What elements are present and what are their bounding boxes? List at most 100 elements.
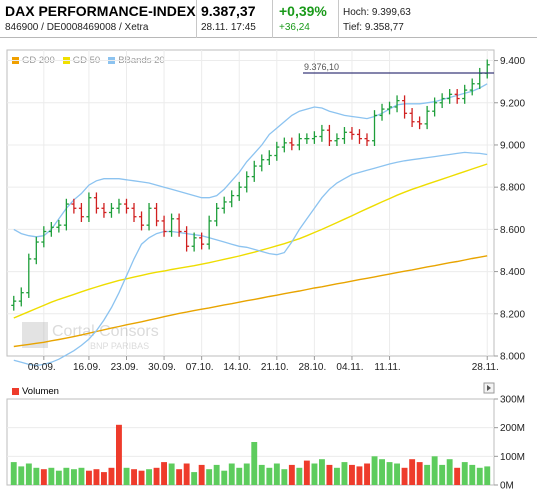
price-bar bbox=[356, 129, 362, 144]
price-y-axis: 9.400 9.200 9.000 8.800 8.600 8.400 8.200 8.000 bbox=[494, 56, 525, 363]
volume-bar bbox=[349, 464, 355, 485]
volume-bar bbox=[153, 467, 160, 485]
volume-legend-label: Volumen bbox=[22, 386, 59, 397]
price-bar bbox=[394, 95, 400, 113]
volume-bar bbox=[183, 463, 190, 485]
price-bar bbox=[281, 137, 287, 153]
volume-plot-frame bbox=[6, 398, 495, 486]
reference-label: 9.376,10 bbox=[304, 62, 339, 72]
volume-bar bbox=[198, 464, 205, 485]
price-x-tick-label: 21.10. bbox=[261, 362, 289, 373]
price-bar bbox=[26, 253, 32, 298]
price-bar bbox=[304, 133, 310, 144]
volume-bar bbox=[146, 469, 152, 485]
volume-bar bbox=[484, 466, 491, 485]
volume-bar bbox=[401, 467, 408, 485]
price-bar bbox=[424, 105, 430, 130]
price-bar bbox=[417, 116, 423, 130]
arrow-right-icon bbox=[487, 385, 491, 391]
price-bar bbox=[131, 203, 137, 222]
volume-bar bbox=[341, 462, 348, 485]
volume-bar bbox=[78, 467, 85, 485]
volume-bar bbox=[48, 467, 55, 485]
price-bar bbox=[56, 219, 62, 233]
price-bar bbox=[432, 97, 438, 117]
instrument-title: DAX PERFORMANCE-INDEX bbox=[5, 3, 196, 19]
volume-bars bbox=[10, 424, 491, 485]
volume-bar bbox=[221, 470, 228, 485]
price-bar bbox=[184, 226, 190, 252]
price-bar bbox=[454, 89, 460, 104]
price-bar bbox=[334, 133, 340, 147]
volume-bar bbox=[191, 472, 198, 485]
instrument-ids: 846900 / DE0008469008 / Xetra bbox=[5, 22, 149, 33]
price-y-tick-label: 8.400 bbox=[500, 267, 525, 278]
price-bar bbox=[101, 203, 107, 218]
volume-bar bbox=[273, 463, 280, 485]
volume-bar bbox=[461, 462, 468, 485]
volume-bar bbox=[409, 459, 416, 485]
volume-bar bbox=[131, 469, 137, 485]
volume-bar bbox=[356, 466, 363, 485]
range-cell: Hoch: 9.399,63 Tief: 9.358,77 bbox=[339, 0, 537, 38]
price-bar bbox=[447, 89, 453, 104]
bband-lower-line bbox=[13, 151, 488, 367]
volume-bar bbox=[71, 469, 77, 485]
price-bar bbox=[274, 141, 280, 161]
volume-bar bbox=[326, 464, 333, 485]
price-y-tick-label: 8.000 bbox=[500, 352, 525, 363]
volume-bar bbox=[55, 470, 62, 485]
price-bar bbox=[191, 232, 197, 252]
price-bar bbox=[439, 93, 445, 109]
volume-bar bbox=[10, 462, 17, 485]
price-bar bbox=[266, 150, 272, 166]
volume-bar bbox=[288, 464, 295, 485]
price-y-tick-label: 9.400 bbox=[500, 56, 525, 67]
volume-bar bbox=[243, 463, 250, 485]
price-bar bbox=[139, 211, 145, 231]
volume-bar bbox=[334, 467, 340, 485]
price-bar bbox=[146, 203, 152, 231]
volume-bar bbox=[176, 469, 183, 485]
price-x-tick-label: 14.10. bbox=[223, 362, 251, 373]
volume-bar bbox=[18, 466, 25, 485]
price-bar bbox=[372, 110, 378, 147]
price-bar bbox=[402, 95, 408, 119]
volume-bar bbox=[168, 463, 175, 485]
candles bbox=[11, 59, 490, 311]
price-bar bbox=[214, 203, 220, 227]
title-cell: DAX PERFORMANCE-INDEX 846900 / DE0008469… bbox=[0, 0, 197, 38]
volume-bar bbox=[379, 459, 385, 485]
price-bar bbox=[364, 133, 370, 147]
volume-y-tick-label: 0M bbox=[500, 481, 514, 492]
price-bar bbox=[251, 160, 257, 182]
price-y-tick-label: 8.200 bbox=[500, 309, 525, 320]
price-bar bbox=[41, 226, 47, 248]
price-bar bbox=[161, 215, 167, 237]
volume-bar bbox=[469, 464, 476, 485]
day-low: Tief: 9.358,77 bbox=[343, 22, 404, 33]
last-price: 9.387,37 bbox=[201, 3, 256, 19]
price-bar bbox=[199, 232, 205, 250]
volume-grid bbox=[7, 427, 494, 457]
price-bar bbox=[169, 213, 175, 237]
volume-bar bbox=[431, 456, 438, 485]
day-high: Hoch: 9.399,63 bbox=[343, 7, 411, 18]
price-bar bbox=[63, 198, 69, 231]
price-bar bbox=[108, 203, 114, 218]
price-bar bbox=[33, 236, 39, 265]
volume-bar bbox=[266, 467, 273, 485]
volume-bar bbox=[25, 463, 32, 485]
change-cell: +0,39% +36,24 bbox=[273, 0, 339, 38]
volume-bar bbox=[40, 469, 47, 485]
price-bar bbox=[469, 78, 475, 96]
volume-bar bbox=[206, 469, 213, 485]
price-grid bbox=[7, 50, 494, 356]
price-x-tick-label: 06.09. bbox=[28, 362, 56, 373]
price-bar bbox=[11, 295, 17, 311]
volume-bar bbox=[161, 462, 167, 485]
price-x-tick-label: 23.09. bbox=[111, 362, 139, 373]
volume-bar bbox=[251, 442, 258, 485]
volume-y-tick-label: 100M bbox=[500, 452, 525, 463]
